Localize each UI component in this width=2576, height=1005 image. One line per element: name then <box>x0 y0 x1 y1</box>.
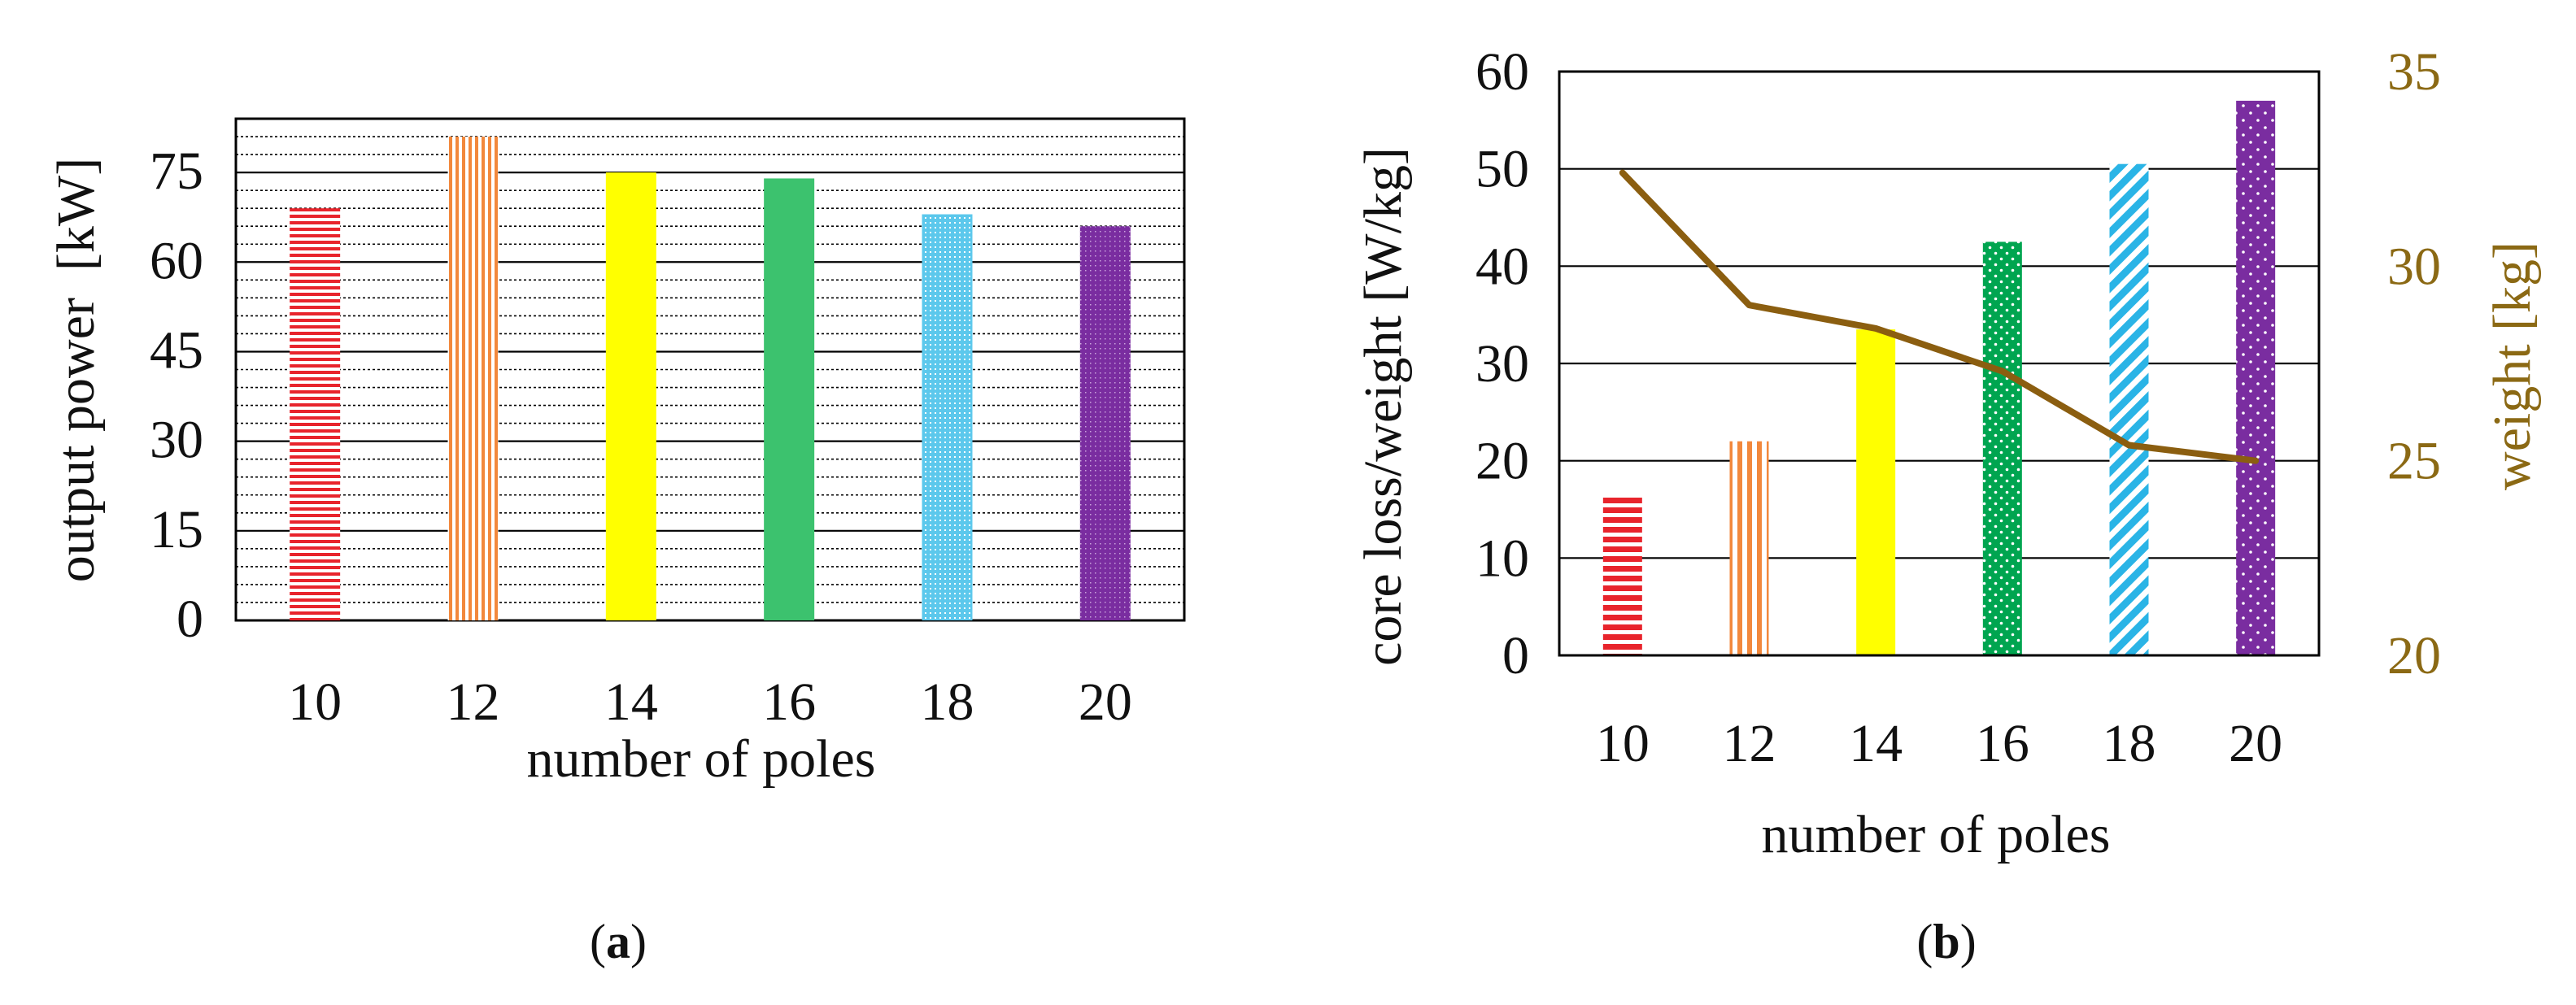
right-y-tick-label: 25 <box>2387 432 2441 491</box>
x-tick-label: 18 <box>921 672 974 732</box>
bar-poles-20 <box>2236 100 2276 655</box>
chart-a-bars <box>290 137 1131 621</box>
y-tick-label: 45 <box>150 320 203 380</box>
chart-b-left-y-axis-title: core loss/weight [W/kg] <box>1353 147 1413 666</box>
y-tick-label: 15 <box>150 500 203 559</box>
chart-b-caption-letter: b <box>1933 915 1959 968</box>
y-tick-label: 10 <box>1475 529 1529 588</box>
chart-a-x-tick-labels: 10 12 14 16 18 20 <box>288 672 1132 732</box>
right-y-tick-label: 20 <box>2387 626 2441 685</box>
bar-poles-14 <box>605 172 656 620</box>
chart-a-x-axis-title: number of poles <box>527 729 876 789</box>
y-tick-label: 40 <box>1475 237 1529 296</box>
y-tick-label: 0 <box>1502 626 1529 685</box>
chart-b: 0 10 20 30 40 50 60 20 25 30 35 10 12 14 16 18 20 numb… <box>1353 42 2542 968</box>
right-y-tick-label: 35 <box>2387 42 2441 102</box>
chart-b-left-y-tick-labels: 0 10 20 30 40 50 60 <box>1475 42 1529 685</box>
x-tick-label: 14 <box>1849 714 1903 773</box>
bar-poles-18 <box>922 214 973 620</box>
x-tick-label: 16 <box>762 672 816 732</box>
y-tick-label: 75 <box>150 141 203 201</box>
y-tick-label: 30 <box>1475 334 1529 394</box>
x-tick-label: 12 <box>1723 714 1776 773</box>
weight-line-series <box>1619 169 2260 464</box>
x-tick-label: 10 <box>288 672 342 732</box>
bar-poles-16 <box>764 178 815 620</box>
bar-poles-20 <box>1079 226 1131 620</box>
chart-a-y-tick-labels: 0 15 30 45 60 75 <box>150 141 203 649</box>
chart-b-plot-frame <box>1558 70 2321 657</box>
chart-b-gridlines <box>1559 168 2319 559</box>
y-tick-label: 0 <box>177 590 203 649</box>
x-tick-label: 20 <box>1079 672 1132 732</box>
chart-a-gridlines <box>236 118 1184 622</box>
x-tick-label: 10 <box>1596 714 1650 773</box>
chart-a-caption: (a) <box>590 915 647 968</box>
chart-b-right-y-axis-title: weight [kg] <box>2482 241 2542 490</box>
y-tick-label: 60 <box>150 231 203 290</box>
chart-a-plot-frame <box>234 117 1186 622</box>
chart-b-x-tick-labels: 10 12 14 16 18 20 <box>1596 714 2282 773</box>
chart-b-caption: (b) <box>1916 915 1976 968</box>
y-tick-label: 60 <box>1475 42 1529 102</box>
x-tick-label: 20 <box>2229 714 2282 773</box>
bar-poles-16 <box>1982 241 2022 655</box>
chart-a-caption-letter: a <box>606 915 630 968</box>
bar-poles-18 <box>2109 163 2149 655</box>
bar-poles-14 <box>1856 329 1896 655</box>
bar-poles-12 <box>1729 441 1769 655</box>
chart-b-bars <box>1602 100 2276 655</box>
chart-a: 0 15 30 45 60 75 10 12 14 16 18 20 number of poles… <box>46 117 1186 968</box>
y-tick-label: 20 <box>1475 432 1529 491</box>
y-tick-label: 50 <box>1475 140 1529 199</box>
y-tick-label: 30 <box>150 411 203 470</box>
chart-b-x-axis-title: number of poles <box>1762 805 2111 864</box>
bar-poles-10 <box>1602 494 1642 655</box>
chart-b-right-y-tick-labels: 20 25 30 35 <box>2387 42 2441 685</box>
x-tick-label: 12 <box>447 672 500 732</box>
bar-poles-12 <box>447 137 499 621</box>
x-tick-label: 16 <box>1976 714 2029 773</box>
x-tick-label: 14 <box>604 672 658 732</box>
bar-poles-10 <box>290 208 341 620</box>
right-y-tick-label: 30 <box>2387 237 2441 296</box>
chart-a-y-axis-title: output power [kW] <box>46 158 106 582</box>
x-tick-label: 18 <box>2103 714 2156 773</box>
